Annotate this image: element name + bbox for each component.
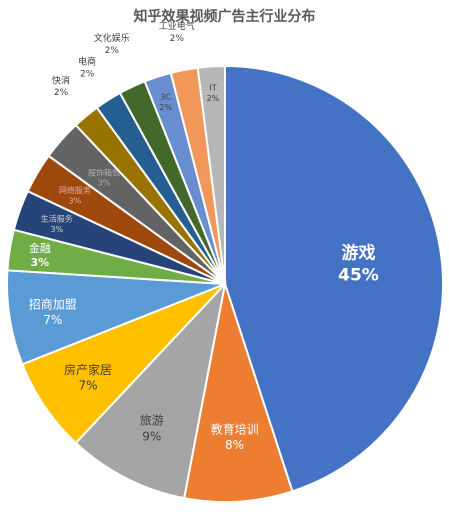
slice-value-label-5: 3%: [30, 256, 49, 269]
slice-label-2: 旅游: [140, 414, 164, 428]
slice-value-label-8: 3%: [98, 179, 111, 188]
pie-slice-14: [196, 64, 226, 285]
slice-label-1: 教育培训: [211, 421, 259, 436]
slice-label-7: 网络服务: [59, 185, 91, 195]
slice-label-5: 金融: [29, 241, 51, 255]
slice-label-0: 游戏: [341, 243, 375, 264]
slice-value-label-0: 45%: [338, 266, 379, 286]
slice-value-label-14: 2%: [207, 94, 220, 103]
slice-value-label-2: 9%: [142, 429, 161, 443]
slice-label-9: 快消: [52, 75, 70, 87]
slice-value-label-13: 2%: [170, 34, 185, 44]
slice-value-label-11: 2%: [105, 46, 120, 56]
slice-value-label-9: 2%: [54, 88, 69, 98]
slice-label-6: 生活服务: [41, 213, 73, 223]
slice-label-3: 房产家居: [64, 362, 112, 377]
slice-label-14: IT: [209, 84, 216, 93]
slice-label-8: 服饰箱包: [88, 167, 120, 177]
slice-value-label-12: 2%: [159, 103, 172, 112]
slice-value-label-6: 3%: [50, 225, 63, 234]
slice-label-12: 3C: [160, 93, 171, 102]
slice-value-label-4: 7%: [43, 313, 62, 327]
slice-label-10: 电商: [78, 56, 96, 68]
slice-label-11: 文化娱乐: [94, 32, 130, 44]
slice-value-label-7: 3%: [69, 197, 82, 206]
slice-label-13: 工业电气: [159, 20, 195, 32]
pie-slice-1: [182, 283, 294, 503]
slice-label-4: 招商加盟: [29, 296, 77, 311]
slice-value-label-1: 8%: [225, 438, 244, 452]
pie-slice-0: [224, 64, 444, 493]
pie-slice-2: [74, 280, 227, 500]
chart-title: 知乎效果视频广告主行业分布: [133, 9, 316, 25]
slice-value-label-10: 2%: [80, 69, 95, 79]
slice-value-label-3: 7%: [78, 379, 97, 393]
